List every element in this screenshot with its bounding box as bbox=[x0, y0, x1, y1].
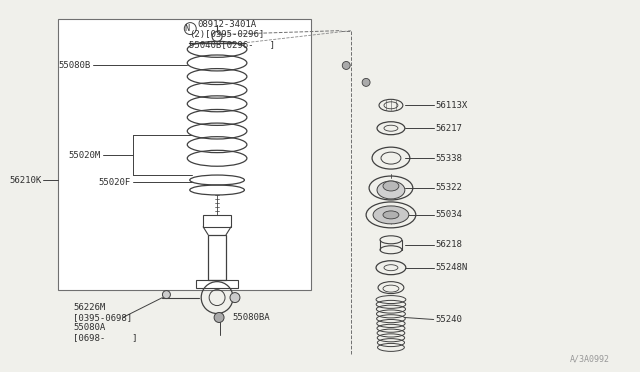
Text: A/3A0992: A/3A0992 bbox=[570, 355, 609, 364]
Circle shape bbox=[230, 293, 240, 302]
Text: (2)[0395-0296]: (2)[0395-0296] bbox=[189, 30, 264, 39]
Text: 55240: 55240 bbox=[436, 315, 463, 324]
Text: 55248N: 55248N bbox=[436, 263, 468, 272]
Text: 55080B: 55080B bbox=[59, 61, 91, 70]
Bar bbox=[58, 19, 312, 290]
Text: 55020F: 55020F bbox=[99, 177, 131, 186]
Text: 55080BA: 55080BA bbox=[232, 313, 269, 322]
Text: 56217: 56217 bbox=[436, 124, 463, 133]
Text: 56226M: 56226M bbox=[73, 303, 106, 312]
Circle shape bbox=[163, 291, 170, 299]
Circle shape bbox=[362, 78, 370, 86]
Text: 56113X: 56113X bbox=[436, 101, 468, 110]
Circle shape bbox=[342, 61, 350, 70]
Bar bbox=[203, 215, 231, 227]
Circle shape bbox=[214, 312, 224, 323]
Text: 08912-3401A: 08912-3401A bbox=[197, 20, 257, 29]
Text: 55020M: 55020M bbox=[68, 151, 101, 160]
Ellipse shape bbox=[383, 181, 399, 191]
Text: [0698-     ]: [0698- ] bbox=[73, 333, 138, 342]
Text: 55034: 55034 bbox=[436, 211, 463, 219]
Text: 55080A: 55080A bbox=[73, 323, 106, 332]
Text: 56218: 56218 bbox=[436, 240, 463, 249]
Text: 56210K: 56210K bbox=[9, 176, 41, 185]
Ellipse shape bbox=[377, 181, 405, 199]
Bar bbox=[208, 235, 226, 280]
Text: N: N bbox=[184, 24, 189, 33]
Bar bbox=[196, 280, 238, 288]
Text: 55040B[0296-   ]: 55040B[0296- ] bbox=[189, 40, 275, 49]
Text: [0395-0698]: [0395-0698] bbox=[73, 313, 132, 322]
Ellipse shape bbox=[373, 206, 409, 224]
Text: 55322: 55322 bbox=[436, 183, 463, 192]
Ellipse shape bbox=[383, 211, 399, 219]
Text: 55338: 55338 bbox=[436, 154, 463, 163]
